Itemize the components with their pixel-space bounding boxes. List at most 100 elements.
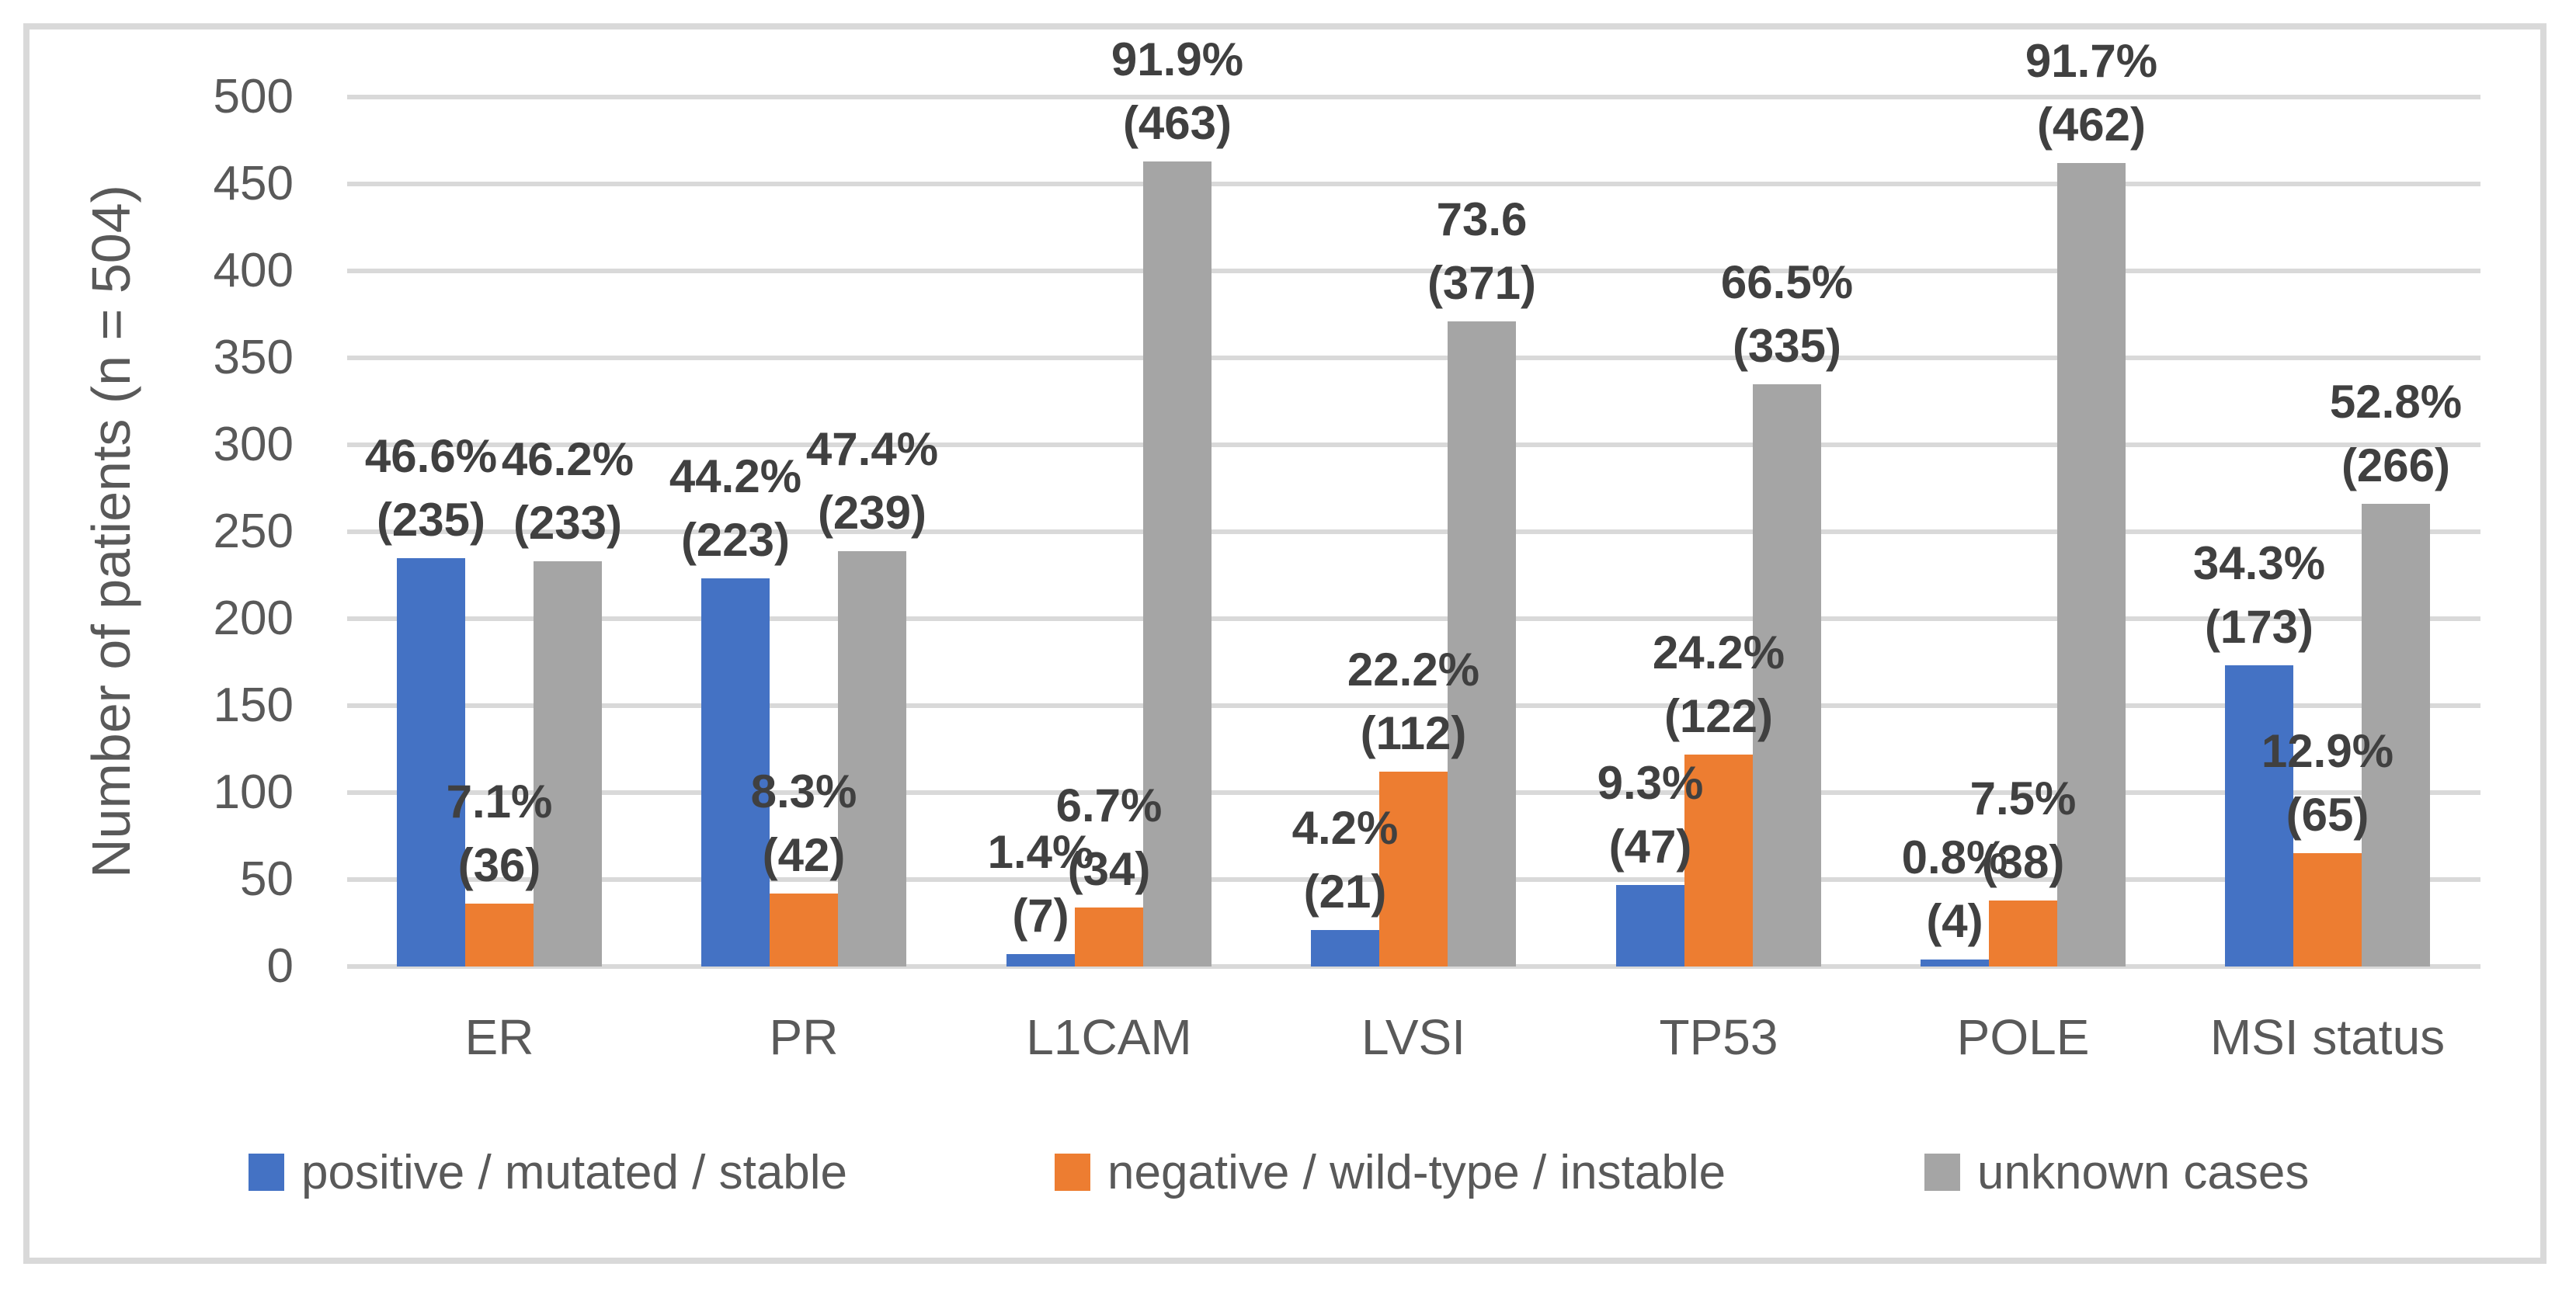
legend-label: unknown cases (1977, 1145, 2310, 1199)
legend-item: unknown cases (1924, 1145, 2310, 1199)
bar-label-count: (112) (1360, 707, 1467, 759)
bar-label-count: (463) (1122, 97, 1232, 149)
bar-data-label: 91.7% (462) (1959, 29, 2223, 157)
bar-label-count: (266) (2341, 439, 2451, 491)
bar-data-label: 8.3% (42) (672, 760, 936, 887)
bar-data-label: 0.8% (4) (1823, 826, 2087, 953)
legend-swatch (1924, 1154, 1960, 1191)
bar-label-percent: 7.5% (1969, 772, 2077, 824)
bar-label-percent: 91.7% (2025, 35, 2158, 87)
bar-label-percent: 47.4% (805, 423, 939, 475)
category-label: TP53 (1659, 1009, 1778, 1065)
bar-label-count: (335) (1732, 320, 1842, 372)
y-tick-label: 300 (213, 418, 294, 471)
gridline (347, 442, 2480, 447)
bar-label-count: (235) (376, 494, 486, 546)
bar (1684, 755, 1753, 967)
bar-label-percent: 46.6% (364, 430, 498, 482)
gridline (347, 703, 2480, 708)
y-tick-label: 250 (213, 505, 294, 558)
bar-label-percent: 1.4% (987, 826, 1094, 878)
bar-data-label: 52.8% (266) (2264, 370, 2528, 498)
bar-data-label: 6.7% (34) (977, 774, 1241, 901)
bar-label-count: (4) (1926, 895, 1983, 947)
gridline (347, 356, 2480, 360)
bar-label-percent: 12.9% (2261, 725, 2394, 777)
bar-label-percent: 73.6 (1436, 193, 1528, 245)
bar-label-percent: 52.8% (2329, 376, 2463, 428)
y-tick-label: 100 (213, 765, 294, 819)
bar-data-label: 47.4% (239) (740, 418, 1004, 545)
bar-label-percent: 46.2% (501, 433, 634, 485)
gridline (347, 182, 2480, 186)
bar (1311, 930, 1379, 967)
category-label: L1CAM (1026, 1009, 1192, 1065)
y-tick-label: 50 (240, 852, 294, 906)
y-tick-label: 350 (213, 331, 294, 384)
bar-label-percent: 8.3% (750, 765, 857, 817)
y-tick-label: 500 (213, 70, 294, 123)
bar-data-label: 24.2% (122) (1587, 621, 1851, 748)
bar-data-label: 7.1% (36) (367, 770, 631, 897)
bar-data-label: 46.6% (235) (299, 425, 563, 552)
bar-data-label: 4.2% (21) (1213, 796, 1477, 924)
bar-label-percent: 91.9% (1111, 33, 1244, 85)
bar (2293, 853, 2362, 967)
legend-label: negative / wild-type / instable (1107, 1145, 1726, 1199)
bar-label-percent: 9.3% (1597, 757, 1704, 809)
bar-data-label: 22.2% (112) (1281, 638, 1545, 765)
bar-label-count: (223) (680, 514, 791, 566)
bar-label-count: (38) (1981, 836, 2065, 888)
bar (1448, 321, 1516, 967)
bar-label-percent: 66.5% (1720, 256, 1854, 308)
category-label: MSI status (2209, 1009, 2446, 1065)
category-label: LVSI (1361, 1009, 1465, 1065)
y-tick-label: 0 (266, 939, 294, 993)
bar-label-count: (173) (2204, 601, 2314, 653)
bar-data-label: 34.3% (173) (2127, 532, 2391, 659)
bar-data-label: 7.5% (38) (1891, 767, 2155, 894)
bar-data-label: 1.4% (7) (909, 821, 1173, 948)
bar (2057, 163, 2126, 967)
bar (397, 558, 465, 967)
bar-label-percent: 0.8% (1901, 831, 2008, 883)
bar (1143, 161, 1212, 967)
bar-label-percent: 34.3% (2192, 537, 2326, 589)
bar-data-label: 12.9% (65) (2195, 720, 2460, 847)
bar (1989, 901, 2057, 967)
legend-swatch (249, 1154, 284, 1191)
category-label: PR (769, 1009, 839, 1065)
bar-data-label: 46.2% (233) (436, 428, 700, 555)
bar-label-percent: 24.2% (1652, 626, 1785, 678)
bar (2362, 504, 2430, 967)
bar (701, 578, 770, 967)
bar-label-percent: 6.7% (1055, 779, 1163, 831)
bar-label-count: (239) (817, 487, 927, 539)
bar (1616, 885, 1684, 967)
bar (1753, 384, 1821, 967)
bar-label-count: (7) (1012, 890, 1069, 942)
bar-label-percent: 22.2% (1347, 644, 1480, 696)
legend-swatch (1055, 1154, 1090, 1191)
y-tick-label: 400 (213, 244, 294, 297)
bar-label-percent: 7.1% (446, 776, 553, 828)
bar (1379, 772, 1448, 967)
bar-label-count: (36) (457, 839, 541, 891)
bar (1921, 960, 1989, 967)
gridline (347, 964, 2480, 969)
gridline (347, 95, 2480, 99)
gridline (347, 616, 2480, 621)
bar-label-count: (233) (513, 497, 623, 549)
y-tick-label: 200 (213, 592, 294, 645)
bar-label-percent: 44.2% (669, 450, 802, 502)
legend-item: negative / wild-type / instable (1055, 1145, 1726, 1199)
bar-label-count: (34) (1067, 843, 1151, 895)
bar-label-count: (462) (2036, 99, 2147, 151)
bar (1075, 908, 1143, 967)
gridline (347, 269, 2480, 273)
bar (1006, 954, 1075, 967)
bar (770, 894, 838, 967)
legend-label: positive / mutated / stable (301, 1145, 848, 1199)
y-tick-label: 150 (213, 678, 294, 732)
